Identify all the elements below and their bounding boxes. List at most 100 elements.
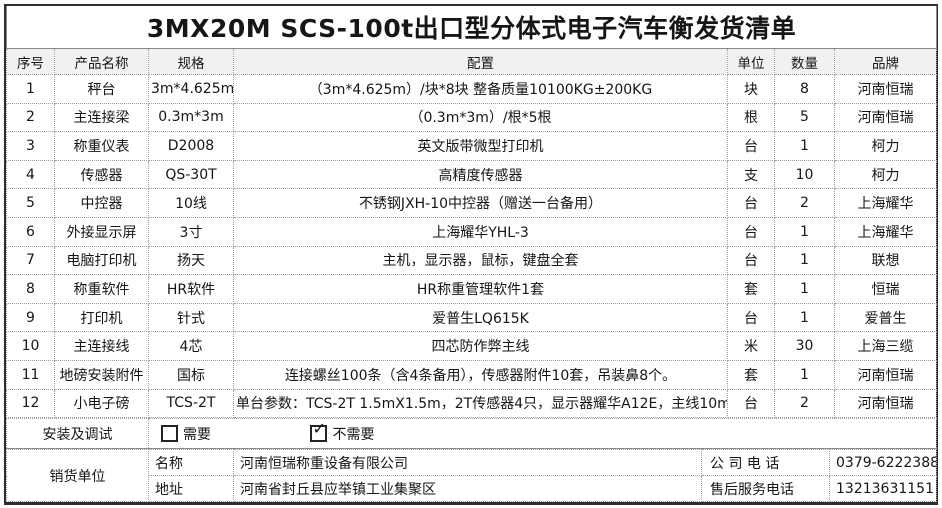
- title-row: 3MX20M SCS-100t出口型分体式电子汽车衡发货清单: [5, 6, 938, 49]
- cell-brand: 河南恒瑞: [833, 359, 938, 390]
- main-table: 3MX20M SCS-100t出口型分体式电子汽车衡发货清单 序号 产品名称 规…: [5, 6, 938, 419]
- table-row: 8 称重软件 HR软件 HR称重管理软件1套套 1 恒瑞: [6, 274, 938, 304]
- cell-product: 中控器: [54, 188, 149, 218]
- page-title: 3MX20M SCS-100t出口型分体式电子汽车衡发货清单: [5, 6, 938, 49]
- cell-brand: 河南恒瑞: [833, 102, 938, 133]
- cell-config: 主机，显示器，鼠标，键盘全套: [233, 245, 728, 276]
- install-row: 安装及调试 需要 ✓ 不需要: [6, 418, 937, 450]
- cell-index: 8: [6, 274, 55, 304]
- cell-config: HR称重管理软件1套: [233, 274, 728, 304]
- cell-brand: 河南恒瑞: [833, 388, 938, 419]
- cell-qty: 30: [774, 331, 835, 361]
- cell-index: 6: [6, 216, 55, 247]
- cell-brand: 上海三缆: [833, 331, 938, 361]
- cell-qty: 1: [774, 131, 835, 161]
- cell-brand: 恒瑞: [833, 274, 938, 304]
- table-row: 9 打印机 针式 爱普生LQ615K 台 1 爱普生: [6, 302, 938, 333]
- cell-qty: 8: [774, 74, 835, 104]
- checkbox-need-unchecked-icon[interactable]: [161, 425, 178, 443]
- option-no-need-label: 不需要: [332, 426, 375, 443]
- cell-config: （0.3m*3m）/根*5根: [233, 102, 728, 133]
- service-phone-value: 13213631151: [829, 475, 937, 503]
- cell-config: 不锈钢JXH-10中控器（赠送一台备用）: [233, 188, 728, 218]
- cell-unit: 台: [727, 245, 775, 276]
- cell-spec: 3寸: [148, 216, 234, 247]
- cell-product: 外接显示屏: [54, 216, 149, 247]
- seller-table: 销货单位 名称 河南恒瑞称重设备有限公司 公 司 电 话 0379-622238…: [6, 449, 937, 503]
- option-need[interactable]: 需要: [161, 424, 211, 444]
- cell-index: 2: [6, 102, 55, 133]
- cell-config: 上海耀华YHL-3: [233, 216, 728, 247]
- cell-spec: 扬天: [148, 245, 234, 276]
- option-no-need[interactable]: ✓ 不需要: [310, 421, 375, 444]
- table-row: 4 传感器 QS-30T 高精度传感器支 10 柯力: [6, 159, 938, 190]
- cell-config: 高精度传感器: [233, 159, 728, 190]
- cell-product: 称重软件: [54, 274, 149, 304]
- cell-spec: 10线: [148, 188, 234, 218]
- cell-unit: 台: [727, 216, 775, 247]
- cell-spec: D2008: [148, 131, 234, 161]
- install-label: 安装及调试: [6, 418, 149, 450]
- cell-qty: 2: [774, 188, 835, 218]
- cell-qty: 1: [774, 302, 835, 333]
- cell-spec: TCS-2T: [148, 388, 234, 419]
- cell-unit: 支: [727, 159, 775, 190]
- cell-unit: 根: [727, 102, 775, 133]
- cell-index: 5: [6, 188, 55, 218]
- cell-product: 主连接线: [54, 331, 149, 361]
- cell-spec: 针式: [148, 302, 234, 333]
- cell-qty: 1: [774, 216, 835, 247]
- cell-qty: 1: [774, 274, 835, 304]
- cell-config: 单台参数：TCS-2T 1.5mX1.5m，2T传感器4只，显示器耀华A12E，…: [233, 388, 728, 419]
- col-header-spec: 规格: [148, 48, 234, 75]
- cell-product: 小电子磅: [54, 388, 149, 419]
- seller-name-value: 河南恒瑞称重设备有限公司: [233, 449, 702, 477]
- cell-qty: 5: [774, 102, 835, 133]
- table-row: 3 称重仪表 D2008 英文版带微型打印机台 1 柯力: [6, 131, 938, 161]
- cell-config: 连接螺丝100条（含4条备用），传感器附件10套，吊装鼻8个。: [233, 359, 728, 390]
- table-row: 12 小电子磅 TCS-2T 单台参数：TCS-2T 1.5mX1.5m，2T传感器4…: [6, 388, 938, 419]
- table-row: 11 地磅安装附件 国标 连接螺丝100条（含4条备用），传感器附件10套，吊装鼻8个…: [6, 359, 938, 390]
- col-header-qty: 数量: [774, 48, 835, 75]
- cell-brand: 爱普生: [833, 302, 938, 333]
- cell-index: 12: [6, 388, 55, 419]
- cell-index: 3: [6, 131, 55, 161]
- cell-product: 秤台: [54, 74, 149, 104]
- col-header-unit: 单位: [727, 48, 775, 75]
- cell-config: 英文版带微型打印机: [233, 131, 728, 161]
- cell-index: 7: [6, 245, 55, 276]
- cell-spec: 4芯: [148, 331, 234, 361]
- cell-brand: 柯力: [833, 159, 938, 190]
- install-table: 安装及调试 需要 ✓ 不需要: [6, 418, 937, 450]
- install-options: 需要 ✓ 不需要: [148, 418, 937, 450]
- cell-qty: 1: [774, 359, 835, 390]
- cell-index: 4: [6, 159, 55, 190]
- cell-spec: 3m*4.625m: [148, 74, 234, 104]
- checkbox-no-need-checked-icon[interactable]: ✓: [310, 421, 328, 443]
- cell-product: 主连接梁: [54, 102, 149, 133]
- table-row: 2 主连接梁 0.3m*3m （0.3m*3m）/根*5根根 5 河南恒瑞: [6, 102, 938, 133]
- company-phone-value: 0379-62223886: [829, 449, 937, 477]
- cell-product: 传感器: [54, 159, 149, 190]
- col-header-product: 产品名称: [54, 48, 149, 75]
- cell-unit: 米: [727, 331, 775, 361]
- cell-qty: 2: [774, 388, 835, 419]
- cell-brand: 上海耀华: [833, 188, 938, 218]
- cell-config: 四芯防作弊主线: [233, 331, 728, 361]
- seller-address-value: 河南省封丘县应举镇工业集聚区: [233, 475, 702, 503]
- header-row: 序号 产品名称 规格 配置 单位 数量 品牌: [6, 48, 938, 75]
- seller-label: 销货单位: [6, 449, 149, 503]
- cell-spec: 国标: [148, 359, 234, 390]
- cell-brand: 上海耀华: [833, 216, 938, 247]
- cell-product: 地磅安装附件: [54, 359, 149, 390]
- col-header-config: 配置: [233, 48, 728, 75]
- table-row: 5 中控器 10线 不锈钢JXH-10中控器（赠送一台备用）台 2 上海耀华: [6, 188, 938, 218]
- seller-address-row: 地址 河南省封丘县应举镇工业集聚区 售后服务电话 13213631151: [7, 475, 937, 503]
- cell-unit: 台: [727, 388, 775, 419]
- cell-index: 10: [6, 331, 55, 361]
- service-phone-label: 售后服务电话: [701, 475, 830, 503]
- cell-qty: 1: [774, 245, 835, 276]
- cell-unit: 台: [727, 302, 775, 333]
- cell-product: 电脑打印机: [54, 245, 149, 276]
- table-row: 7 电脑打印机 扬天 主机，显示器，鼠标，键盘全套台 1 联想: [6, 245, 938, 276]
